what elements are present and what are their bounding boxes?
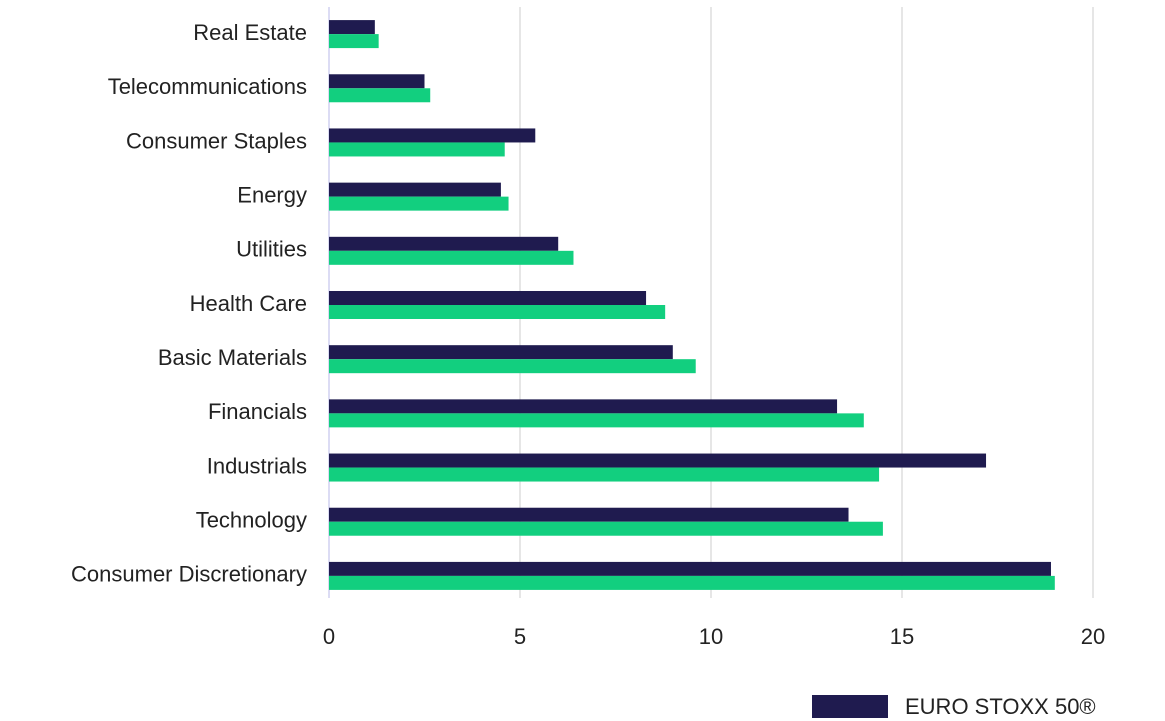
bar xyxy=(329,575,1055,590)
bar xyxy=(329,521,883,536)
bar xyxy=(329,88,431,103)
y-tick-label: Utilities xyxy=(236,237,307,262)
y-tick-label: Consumer Discretionary xyxy=(71,562,307,587)
bar xyxy=(329,399,838,414)
bar xyxy=(329,20,375,35)
bar xyxy=(329,453,987,468)
bar xyxy=(329,74,425,89)
bar xyxy=(329,467,880,482)
bar xyxy=(329,305,666,319)
y-tick-label: Telecommunications xyxy=(108,74,307,99)
x-tick-label: 5 xyxy=(514,624,526,649)
bar xyxy=(329,359,696,374)
x-tick-label: 0 xyxy=(323,624,335,649)
y-tick-label: Technology xyxy=(196,508,307,533)
bar xyxy=(329,561,1051,576)
y-tick-label: Basic Materials xyxy=(158,345,307,370)
bar xyxy=(329,345,673,360)
x-tick-label: 15 xyxy=(890,624,914,649)
bar xyxy=(329,250,574,265)
bar xyxy=(329,182,501,197)
y-tick-label: Financials xyxy=(208,399,307,424)
legend-swatch xyxy=(812,695,888,718)
bar xyxy=(329,291,647,305)
y-tick-label: Consumer Staples xyxy=(126,128,307,153)
y-tick-label: Real Estate xyxy=(193,20,307,45)
bar xyxy=(329,34,379,49)
bar xyxy=(329,196,509,211)
y-tick-label: Health Care xyxy=(190,291,307,316)
y-tick-label: Industrials xyxy=(207,453,307,478)
x-tick-label: 20 xyxy=(1081,624,1105,649)
y-tick-label: Energy xyxy=(237,182,307,207)
x-tick-label: 10 xyxy=(699,624,723,649)
bar xyxy=(329,413,864,428)
bar xyxy=(329,128,536,143)
legend-label: EURO STOXX 50® xyxy=(905,694,1096,719)
bar xyxy=(329,236,559,251)
bar xyxy=(329,142,505,157)
bar xyxy=(329,507,849,522)
